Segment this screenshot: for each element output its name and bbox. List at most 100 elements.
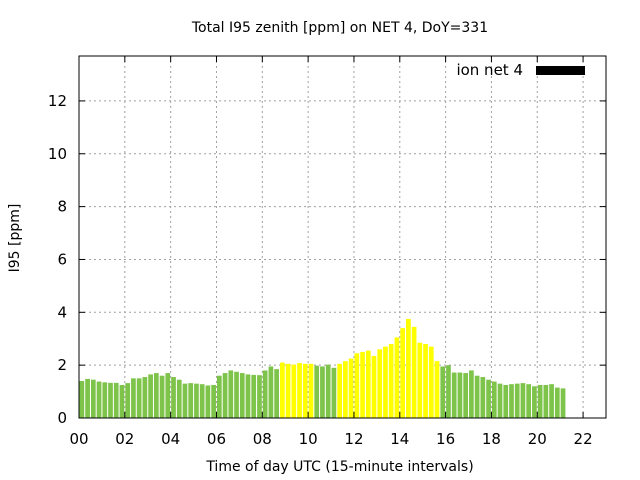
y-tick-label: 8 — [57, 198, 67, 216]
x-tick-label: 02 — [115, 430, 134, 448]
bar — [383, 346, 388, 418]
bar — [96, 381, 102, 418]
bar — [474, 375, 480, 418]
bar — [245, 374, 251, 418]
x-tick-label: 06 — [207, 430, 226, 448]
grid-lines — [79, 56, 606, 418]
x-tick-label: 08 — [253, 430, 272, 448]
bar — [291, 364, 297, 418]
bar — [394, 337, 400, 418]
y-tick-labels: 0 2 4 6 8 10 12 — [48, 92, 67, 427]
bar — [428, 346, 434, 418]
bar — [165, 373, 171, 418]
bar — [131, 378, 136, 418]
bar — [153, 373, 159, 418]
x-tick-label: 10 — [299, 430, 318, 448]
bar — [348, 358, 354, 418]
bar — [377, 349, 383, 418]
axis-ticks — [78, 56, 606, 419]
bar — [354, 353, 360, 418]
bar — [337, 363, 342, 418]
bar — [325, 364, 331, 418]
bar — [113, 382, 119, 418]
bar — [503, 384, 509, 418]
bar — [417, 342, 423, 418]
bar — [526, 384, 532, 418]
bar — [532, 386, 537, 418]
bar — [228, 370, 234, 418]
bar — [302, 363, 308, 418]
bar — [216, 375, 222, 418]
bar — [560, 388, 566, 418]
bar-series — [79, 318, 566, 418]
bar — [239, 373, 245, 418]
bar — [308, 363, 314, 418]
bar — [176, 379, 182, 418]
x-tick-labels: 00 02 04 06 08 10 12 14 16 18 20 22 — [69, 430, 592, 448]
bar — [136, 378, 142, 418]
bar — [234, 371, 239, 418]
bar — [285, 363, 291, 418]
bar — [274, 369, 279, 418]
bar — [108, 382, 113, 418]
x-tick-label: 22 — [574, 430, 593, 448]
legend-swatch — [536, 66, 585, 75]
bar — [457, 372, 463, 418]
legend-label: ion net 4 — [456, 61, 523, 79]
y-tick-label: 6 — [57, 250, 67, 268]
bar — [520, 383, 526, 418]
bar — [469, 370, 474, 418]
bar — [320, 366, 325, 418]
bar — [182, 383, 188, 418]
bar — [554, 387, 560, 418]
bar — [211, 384, 216, 418]
x-tick-label: 04 — [161, 430, 180, 448]
bar — [411, 326, 417, 418]
bar — [268, 366, 274, 418]
bar — [543, 384, 549, 418]
bar — [365, 350, 371, 418]
y-tick-label: 0 — [57, 409, 67, 427]
bar — [194, 383, 199, 418]
x-tick-label: 18 — [482, 430, 501, 448]
bar — [388, 344, 394, 418]
bar — [343, 361, 348, 418]
bar — [509, 384, 514, 418]
bar — [463, 373, 469, 418]
bar — [205, 385, 211, 418]
bar — [199, 384, 205, 418]
bar — [360, 351, 365, 418]
y-tick-label: 12 — [48, 92, 67, 110]
bar — [257, 375, 262, 418]
bar — [537, 384, 543, 418]
x-axis-label: Time of day UTC (15-minute intervals) — [205, 459, 473, 475]
bar — [480, 377, 486, 418]
bar — [446, 365, 451, 418]
bar — [423, 344, 428, 418]
bar — [297, 363, 302, 418]
x-tick-label: 16 — [436, 430, 455, 448]
bar — [102, 382, 108, 418]
chart-title: Total I95 zenith [ppm] on NET 4, DoY=331 — [191, 20, 488, 36]
y-tick-label: 4 — [57, 303, 67, 321]
bar — [400, 328, 405, 418]
bar — [514, 383, 520, 418]
bar — [251, 374, 257, 418]
x-tick-label: 20 — [528, 430, 547, 448]
bar — [549, 384, 554, 418]
x-tick-label: 00 — [69, 430, 88, 448]
bar — [262, 370, 268, 418]
bar — [119, 384, 125, 418]
bar — [406, 318, 411, 418]
x-tick-label: 14 — [390, 430, 409, 448]
bar — [497, 383, 503, 418]
legend: ion net 4 — [456, 61, 585, 79]
y-tick-label: 2 — [57, 356, 67, 374]
bar — [188, 383, 194, 418]
plot-frame — [78, 55, 607, 419]
bar — [79, 381, 85, 418]
bar — [159, 375, 165, 418]
x-tick-label: 12 — [344, 430, 363, 448]
bar — [451, 372, 457, 418]
